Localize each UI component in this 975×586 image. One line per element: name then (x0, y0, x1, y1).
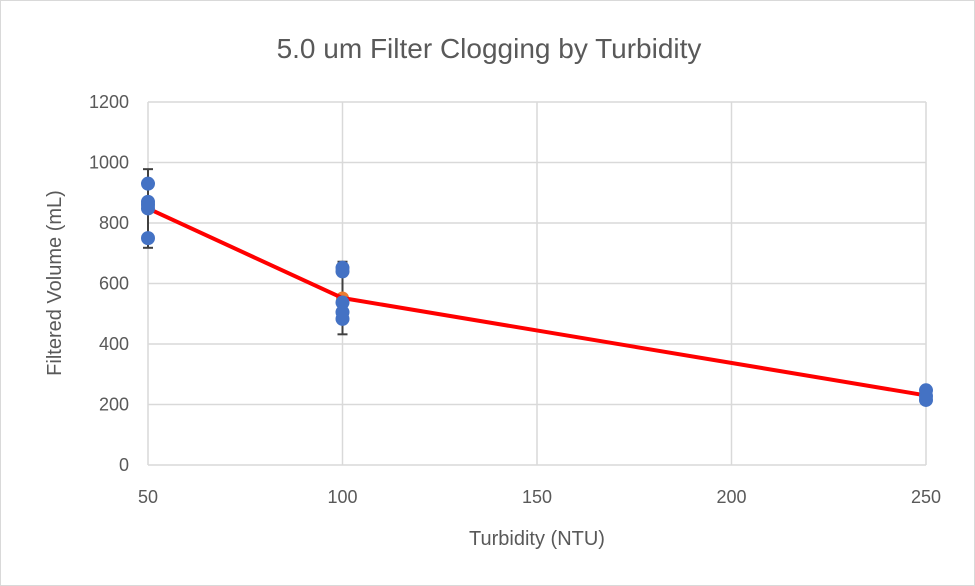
y-tick-label: 400 (99, 334, 129, 354)
data-point (335, 311, 350, 326)
y-tick-label: 200 (99, 395, 129, 415)
data-points (141, 176, 933, 407)
y-tick-label: 1000 (89, 153, 129, 173)
x-tick-label: 200 (716, 487, 746, 507)
data-point (141, 176, 155, 191)
x-tick-label: 250 (911, 487, 941, 507)
y-tick-labels: 0 200 400 600 800 1000 1200 (89, 92, 129, 475)
x-tick-label: 50 (138, 487, 158, 507)
data-point (919, 392, 933, 407)
chart-title: 5.0 um Filter Clogging by Turbidity (277, 33, 702, 64)
y-axis-title: Filtered Volume (mL) (44, 190, 66, 376)
data-point (335, 264, 350, 279)
data-point (335, 295, 350, 310)
y-tick-label: 1200 (89, 92, 129, 112)
x-tick-label: 100 (327, 487, 357, 507)
data-point (141, 231, 155, 246)
gridlines (147, 101, 927, 466)
data-point (141, 201, 155, 216)
x-tick-labels: 50 100 150 200 250 (138, 487, 941, 507)
y-tick-label: 600 (99, 274, 129, 294)
x-tick-label: 150 (522, 487, 552, 507)
y-tick-label: 800 (99, 213, 129, 233)
y-tick-label: 0 (119, 455, 129, 475)
x-axis-title: Turbidity (NTU) (469, 528, 605, 550)
